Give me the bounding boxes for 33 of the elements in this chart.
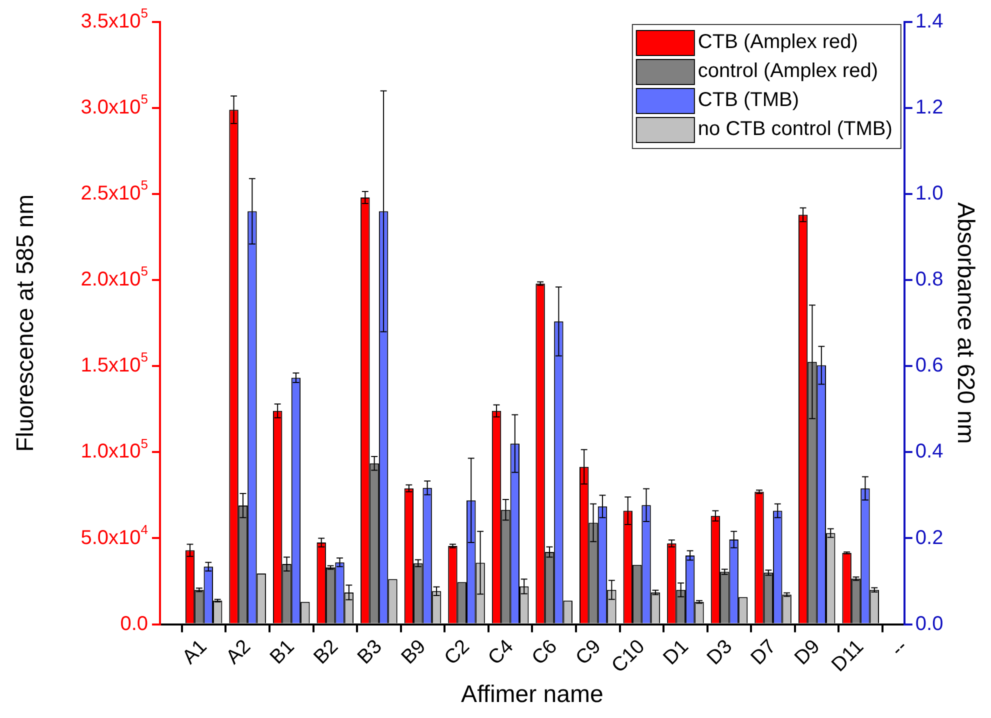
legend-label: CTB (Amplex red) (698, 31, 858, 54)
x-tick-label: D7 (746, 636, 780, 670)
x-tick-label: B3 (354, 636, 386, 669)
legend-label: no CTB control (TMB) (698, 118, 892, 140)
x-tick-label: B2 (310, 636, 343, 669)
legend-label: CTB (TMB) (698, 89, 800, 112)
y2-tick-label: 1.2 (915, 96, 944, 119)
y2-tick-label: 0.6 (915, 354, 944, 377)
y2-tick-label: 0.4 (915, 440, 944, 463)
x-tick-label: A1 (178, 636, 212, 669)
x-tick-label: B9 (397, 636, 430, 669)
y2-tick-label: 0.8 (915, 268, 944, 291)
x-tick-label: D11 (828, 636, 868, 676)
x-tick-label: C6 (528, 636, 562, 670)
x-tick-label: D9 (790, 636, 824, 670)
y2-tick-label: 1.4 (915, 10, 944, 33)
y2-tick-label: 0.0 (915, 612, 944, 635)
y-tick-label: 0.0 (120, 612, 148, 635)
x-tick-label: C9 (572, 636, 606, 670)
y2-axis-title: Absorbance at 620 nm (952, 202, 979, 444)
x-tick-label: D3 (703, 636, 737, 670)
y2-tick-label: 1.0 (915, 182, 944, 205)
x-tick-label: C4 (484, 636, 518, 670)
legend-label: control (Amplex red) (698, 60, 878, 82)
x-tick-label: B1 (266, 636, 299, 669)
x-tick-label: C2 (440, 636, 474, 670)
x-tick-label: D1 (659, 636, 693, 670)
x-tick-label: C10 (608, 636, 650, 678)
x-tick-label: -- (886, 636, 912, 661)
y2-tick-label: 0.2 (915, 526, 944, 549)
x-tick-label: A2 (222, 636, 256, 669)
x-axis-title: Affimer name (461, 681, 604, 708)
y-axis-title: Fluorescence at 585 nm (12, 194, 40, 452)
